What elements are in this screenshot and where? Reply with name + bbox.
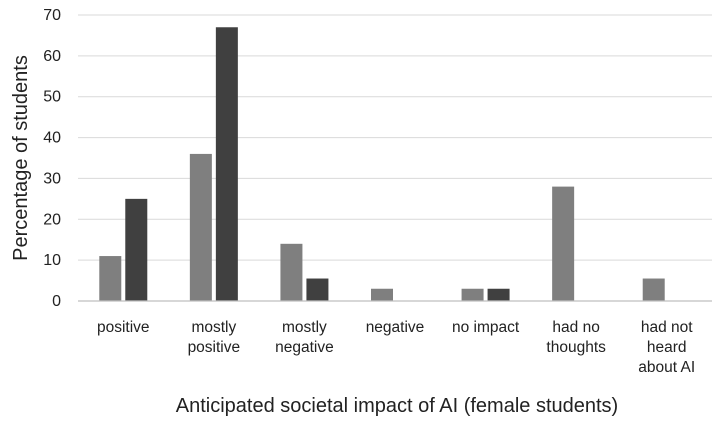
bar-series-1 — [99, 256, 122, 301]
y-tick-label: 0 — [52, 293, 61, 310]
y-tick-labels: 0 10 20 30 40 50 60 70 — [43, 7, 61, 310]
bar-series-1 — [371, 288, 393, 301]
gridlines — [78, 14, 712, 261]
bar-series-1 — [642, 278, 665, 301]
x-tick-label: no impact — [452, 319, 520, 336]
bar-series-2 — [125, 198, 148, 301]
y-tick-label: 10 — [43, 252, 61, 269]
y-tick-label: 30 — [43, 170, 61, 187]
bar-series-1 — [189, 153, 212, 301]
x-tick-label: had no thoughts — [546, 319, 606, 356]
y-tick-label: 60 — [43, 48, 61, 65]
bar-series-2 — [215, 27, 238, 302]
y-tick-label: 50 — [43, 89, 61, 106]
y-tick-label: 70 — [43, 7, 61, 24]
bar-series-1 — [280, 243, 303, 301]
x-tick-label: had not heard about AI — [638, 319, 695, 376]
bar-series-1 — [552, 186, 575, 301]
x-tick-label: negative — [366, 319, 425, 336]
y-axis-title: Percentage of students — [10, 55, 32, 261]
y-tick-label: 20 — [43, 211, 61, 228]
bar-series-2 — [487, 288, 510, 301]
x-tick-labels: positive mostly positive mostly negative nega… — [97, 319, 695, 376]
y-tick-label: 40 — [43, 130, 61, 147]
bar-series-2 — [306, 278, 329, 301]
bars — [99, 27, 665, 302]
bar-series-1 — [461, 288, 484, 301]
x-tick-label: positive — [97, 319, 150, 336]
x-tick-label: mostly positive — [188, 319, 241, 356]
x-axis-title: Anticipated societal impact of AI (femal… — [176, 395, 618, 417]
x-tick-label: mostly negative — [275, 319, 334, 356]
